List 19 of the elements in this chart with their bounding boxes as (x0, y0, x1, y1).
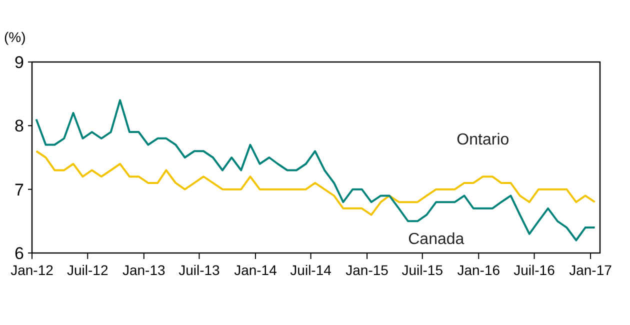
x-tick-label: Jan-12 (10, 262, 54, 278)
x-tick-label: Jan-13 (122, 262, 166, 278)
x-tick-label: Jan-17 (569, 262, 612, 278)
x-tick-label: Juil-14 (290, 262, 332, 278)
series-label: Canada (408, 231, 464, 248)
x-tick-label: Juil-15 (402, 262, 444, 278)
y-tick-label: 9 (14, 52, 24, 72)
y-tick-label: 8 (14, 116, 24, 136)
y-axis-title: (%) (4, 29, 26, 45)
x-tick-label: Juil-13 (178, 262, 220, 278)
text: Ontario (456, 132, 510, 149)
line-series (35, 150, 596, 216)
x-tick-label: Jan-15 (346, 262, 389, 278)
x-tick-label: Jan-14 (234, 262, 278, 278)
x-tick-label: Juil-16 (514, 262, 556, 278)
y-tick-label: 7 (14, 180, 24, 200)
y-tick-label: 6 (14, 244, 24, 263)
x-tick-label: Jan-16 (457, 262, 500, 278)
x-tick-label: Juil-12 (67, 262, 108, 278)
